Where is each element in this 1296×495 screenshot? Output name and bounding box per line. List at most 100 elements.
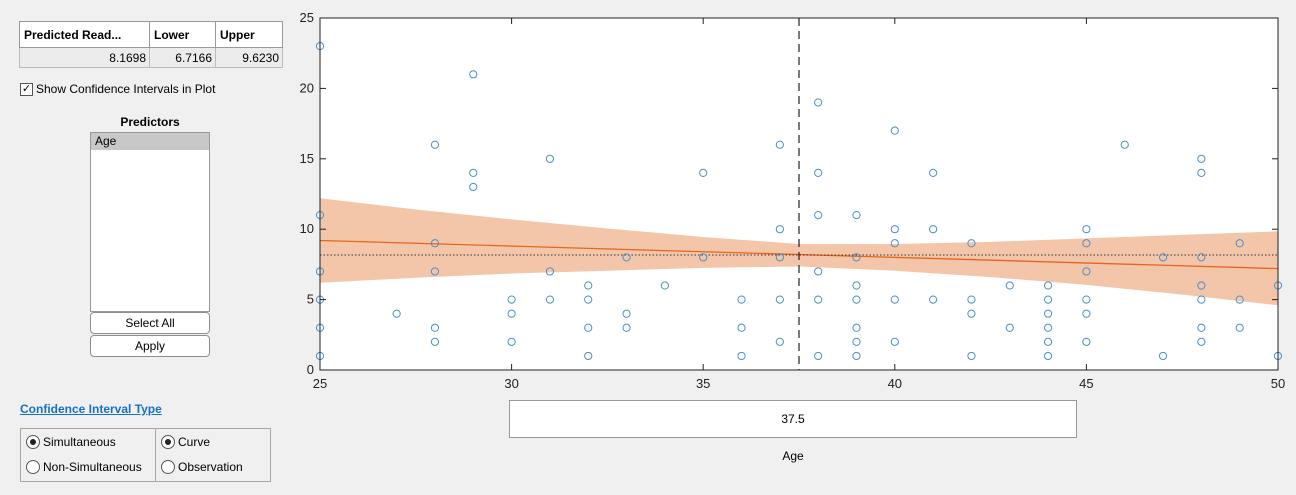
data-point [1082,225,1091,234]
data-point [852,211,861,220]
data-point [814,351,823,361]
data-point [469,168,478,177]
x-tick-label: 50 [1271,376,1285,388]
checkbox-box[interactable]: ✓ [20,82,33,96]
data-point [622,309,631,318]
data-point [622,323,631,332]
ci-kind-group: Curve Observation [155,428,271,482]
data-point [967,351,976,361]
data-point [852,281,861,290]
header-predicted: Predicted Read... [19,21,150,48]
data-point [1158,351,1168,361]
data-point [1235,295,1244,304]
data-point [814,211,823,220]
data-point [814,98,823,107]
data-point [1082,239,1091,248]
data-point [584,323,593,332]
data-point [852,351,861,361]
show-ci-label: Show Confidence Intervals in Plot [36,82,216,96]
radio-non-simultaneous[interactable]: Non-Simultaneous [26,460,142,474]
radio-dot[interactable] [26,460,40,474]
radio-dot[interactable] [161,460,175,474]
radio-label: Non-Simultaneous [43,460,142,474]
data-point [1043,323,1053,332]
data-point [1043,295,1053,304]
data-point [507,295,516,304]
data-point [737,295,746,304]
data-point [1120,140,1129,149]
confidence-band [320,198,1278,306]
select-all-button[interactable]: Select All [90,312,210,334]
ci-type-link[interactable]: Confidence Interval Type [20,402,162,416]
cell-predicted[interactable]: 8.1698 [19,47,150,68]
data-point [1043,281,1053,290]
data-point [890,225,899,234]
data-point [545,295,555,304]
data-point [584,351,593,361]
data-point [622,253,631,262]
x-tick-label: 40 [888,376,902,388]
data-point [775,337,784,346]
scatter-plot[interactable]: 25 30 35 40 45 50 0 5 10 15 20 25 [290,8,1290,388]
data-point [775,253,784,262]
header-upper: Upper [215,21,283,48]
data-point [737,323,746,332]
radio-dot[interactable] [26,435,40,449]
radio-simultaneous[interactable]: Simultaneous [26,435,116,449]
data-point [967,239,976,248]
cell-lower[interactable]: 6.7166 [149,47,216,68]
data-point [699,168,708,177]
data-point [545,267,555,276]
data-point [890,239,899,248]
data-point [775,140,784,149]
data-point [507,337,516,346]
data-point [1005,281,1014,290]
radio-observation[interactable]: Observation [161,460,243,474]
show-ci-checkbox[interactable]: ✓ Show Confidence Intervals in Plot [20,82,215,96]
data-point [929,295,938,304]
data-point [1235,239,1244,248]
data-point [1197,253,1206,262]
data-point [890,337,899,346]
y-tick-label: 0 [307,362,314,377]
data-point [775,295,784,304]
data-point [469,70,478,79]
data-point [1043,337,1053,346]
data-point [1082,337,1091,346]
data-point [660,281,669,290]
data-point [584,295,593,304]
radio-curve[interactable]: Curve [161,435,210,449]
header-lower: Lower [149,21,216,48]
apply-button[interactable]: Apply [90,335,210,357]
y-tick-label: 15 [300,151,314,166]
data-point [1197,281,1206,290]
cell-upper[interactable]: 9.6230 [215,47,283,68]
y-tick-label: 20 [300,80,314,95]
list-item[interactable]: Age [91,133,209,150]
table-header-row: Predicted Read... Lower Upper [19,21,283,48]
table-row: 8.1698 6.7166 9.6230 [19,47,283,68]
data-point [507,309,516,318]
predictors-title: Predictors [120,115,180,129]
data-point [430,323,440,332]
data-point [1197,295,1206,304]
data-point [814,295,823,304]
x-axis-label: Age [782,449,804,463]
x-tick-label: 30 [504,376,518,388]
data-point [430,337,440,346]
data-point [1005,323,1014,332]
x-tick-label: 25 [313,376,327,388]
data-point [545,154,555,163]
data-point [1158,253,1168,262]
data-point [967,295,976,304]
age-value-box[interactable]: 37.5 [509,400,1077,438]
data-point [1082,295,1091,304]
data-point [852,323,861,332]
data-point [1197,168,1206,177]
data-point [1235,323,1244,332]
radio-label: Curve [178,435,211,449]
prediction-table: Predicted Read... Lower Upper 8.1698 6.7… [19,21,283,68]
data-point [890,126,899,135]
radio-dot[interactable] [161,435,175,449]
predictors-listbox[interactable]: Age [90,132,210,312]
